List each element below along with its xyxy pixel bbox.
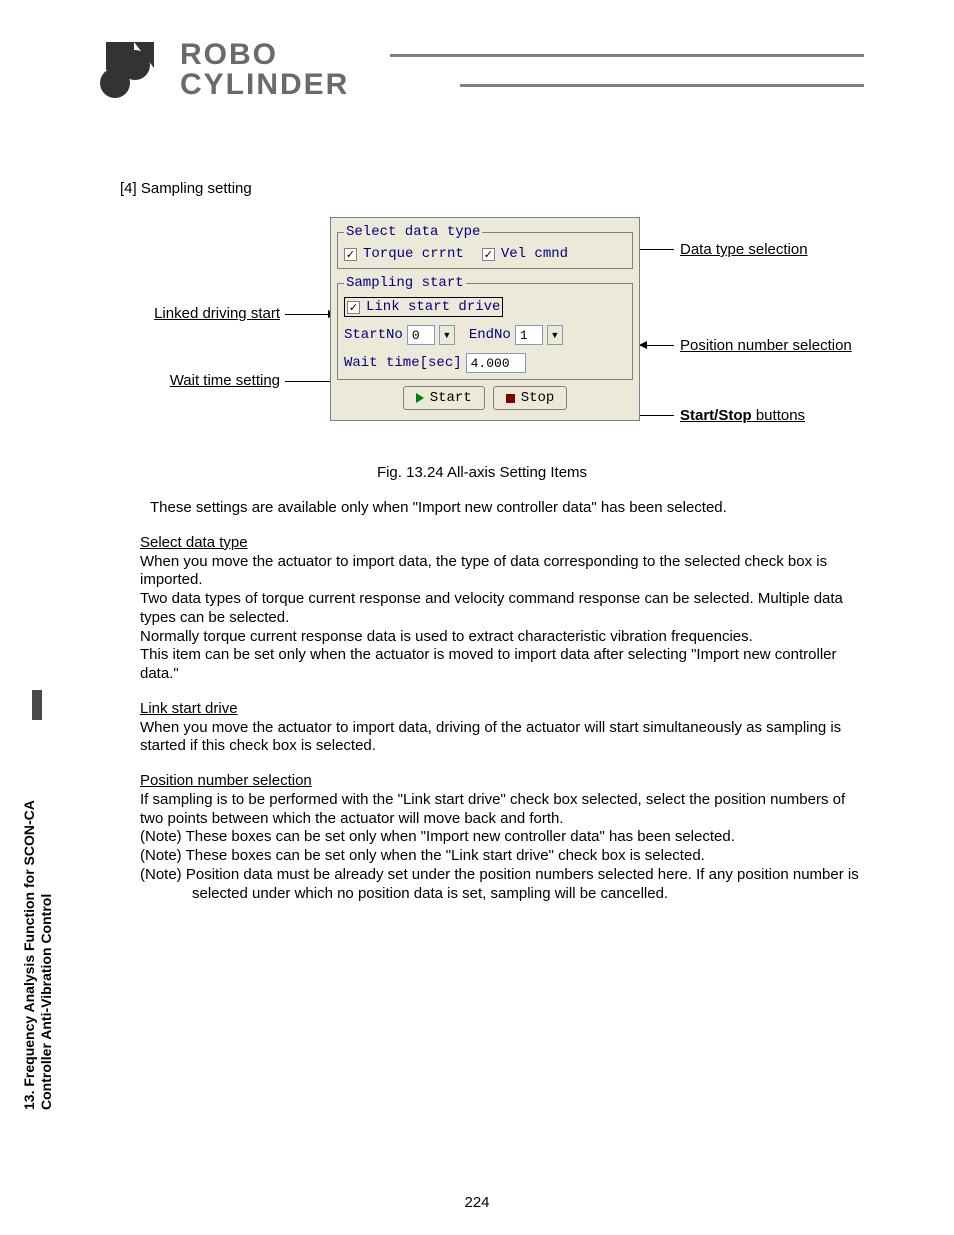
p-select-1: When you move the actuator to import dat… [140, 553, 864, 591]
figure-caption: Fig. 13.24 All-axis Setting Items [100, 464, 864, 481]
callout-wait-time: Wait time setting [100, 372, 280, 389]
callout-pos-sel: Position number selection [680, 337, 852, 354]
p-pos-note2: (Note) These boxes can be set only when … [140, 847, 864, 866]
page-number: 224 [0, 1194, 954, 1211]
group-data-type-legend: Select data type [344, 224, 482, 240]
play-icon [416, 393, 424, 403]
checkbox-vel[interactable]: ✓ [482, 248, 495, 261]
settings-diagram: Linked driving start Wait time setting D… [100, 217, 864, 452]
label-endno: EndNo [469, 327, 511, 343]
stop-icon [506, 394, 515, 403]
body-text: These settings are available only when "… [140, 499, 864, 903]
p-link-1: When you move the actuator to import dat… [140, 719, 864, 757]
heading-select-data-type: Select data type [140, 534, 864, 553]
header-rule-bottom [460, 84, 864, 87]
group-sampling-start: Sampling start ✓ Link start drive StartN… [337, 275, 633, 380]
section-title: [4] Sampling setting [120, 180, 864, 197]
group-sampling-legend: Sampling start [344, 275, 466, 291]
heading-link-start: Link start drive [140, 700, 864, 719]
p-select-2: Two data types of torque current respons… [140, 590, 864, 628]
field-startno[interactable]: 0 [407, 325, 435, 345]
label-startno: StartNo [344, 327, 403, 343]
callout-linked-driving: Linked driving start [100, 305, 280, 322]
label-wait-time: Wait time[sec] [344, 355, 462, 371]
p-pos-note1: (Note) These boxes can be set only when … [140, 828, 864, 847]
arrow-pos-sel [640, 345, 674, 346]
stop-button-label: Stop [521, 390, 555, 406]
intro-paragraph: These settings are available only when "… [150, 499, 864, 518]
logo-text-line2: CYLINDER [180, 70, 349, 100]
label-link-start: Link start drive [366, 299, 500, 315]
side-tab-line2: Controller Anti-Vibration Control [38, 690, 54, 1110]
callout-startstop-rest: buttons [752, 407, 805, 424]
dropdown-startno[interactable]: ▼ [439, 325, 455, 345]
callout-startstop-bold: Start/Stop [680, 407, 752, 424]
logo-mark [100, 40, 172, 102]
callout-data-type: Data type selection [680, 241, 808, 258]
field-endno[interactable]: 1 [515, 325, 543, 345]
checkbox-link-start[interactable]: ✓ [347, 301, 360, 314]
stop-button[interactable]: Stop [493, 386, 568, 410]
checkbox-torque[interactable]: ✓ [344, 248, 357, 261]
logo-block: ROBO CYLINDER [100, 40, 864, 110]
dropdown-endno[interactable]: ▼ [547, 325, 563, 345]
settings-panel: Select data type ✓ Torque crrnt ✓ Vel cm… [330, 217, 640, 421]
p-pos-1: If sampling is to be performed with the … [140, 791, 864, 829]
side-tab-line1: 13. Frequency Analysis Function for SCON… [21, 690, 37, 1110]
group-data-type: Select data type ✓ Torque crrnt ✓ Vel cm… [337, 224, 633, 269]
label-torque: Torque crrnt [363, 246, 464, 262]
heading-pos-sel: Position number selection [140, 772, 864, 791]
p-select-4: This item can be set only when the actua… [140, 646, 864, 684]
start-button-label: Start [430, 390, 472, 406]
header-rule-top [390, 54, 864, 57]
field-wait-time[interactable]: 4.000 [466, 353, 526, 373]
p-pos-note3: (Note) Position data must be already set… [140, 866, 864, 904]
start-button[interactable]: Start [403, 386, 485, 410]
arrow-linked-driving [285, 314, 335, 315]
logo-text-line1: ROBO [180, 40, 349, 70]
chapter-side-tab: 13. Frequency Analysis Function for SCON… [0, 690, 42, 1110]
label-vel: Vel cmnd [501, 246, 568, 262]
p-select-3: Normally torque current response data is… [140, 628, 864, 647]
callout-startstop: Start/Stop buttons [680, 407, 805, 424]
